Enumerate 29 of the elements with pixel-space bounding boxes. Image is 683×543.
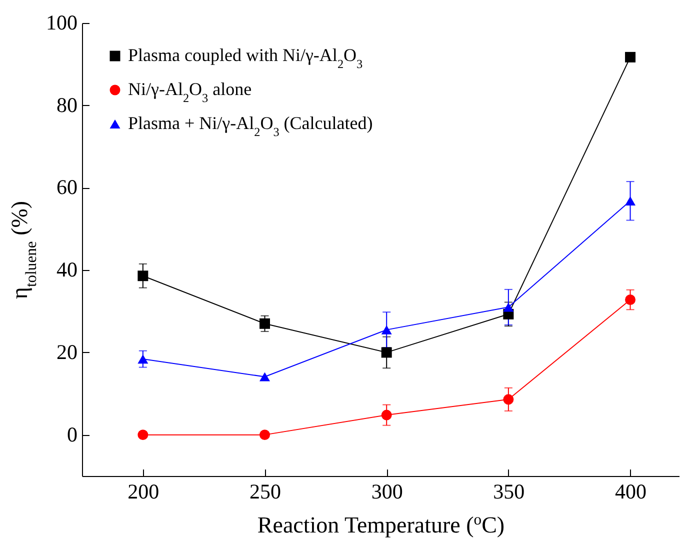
y-tick-label: 60	[56, 175, 78, 200]
point	[260, 318, 270, 329]
y-tick-label: 100	[46, 10, 78, 34]
point	[625, 294, 636, 305]
x-tick-label: 300	[371, 480, 403, 504]
y-tick-label: 20	[56, 340, 78, 364]
y-tick-label: 80	[56, 92, 78, 117]
point	[138, 354, 148, 364]
x-tick-label: 350	[493, 480, 525, 504]
x-tick-label: 400	[615, 480, 647, 504]
x-tick-label: 200	[128, 480, 160, 504]
y-tick-label: 40	[56, 258, 78, 282]
point	[381, 410, 392, 420]
point	[503, 302, 514, 312]
x-axis-title: Reaction Temperature ($^{o}$C)	[257, 511, 505, 538]
legend-label: Plasma + Ni/γ-Al$_{2}$O$_{3}$ (Calculated)	[128, 113, 373, 139]
legend-label: Plasma coupled with Ni/γ-Al$_{2}$O$_{3}$	[128, 45, 363, 71]
point	[260, 430, 270, 440]
point	[138, 430, 148, 440]
point	[260, 372, 270, 382]
point	[138, 270, 148, 282]
point	[381, 325, 392, 334]
point	[625, 196, 636, 206]
legend-label: Ni/γ-Al$_{2}$O$_{3}$ alone	[128, 79, 252, 105]
x-tick-label: 250	[250, 480, 282, 504]
point	[381, 347, 392, 358]
y-tick-label: 0	[67, 422, 78, 446]
point	[625, 52, 636, 62]
point	[503, 394, 514, 405]
